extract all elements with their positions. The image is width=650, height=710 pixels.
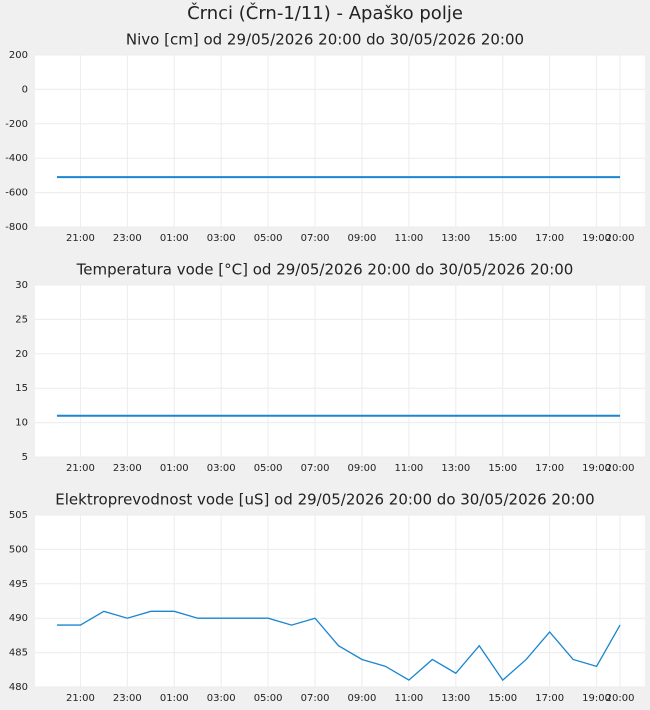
x-tick-label: 11:00: [394, 463, 423, 474]
y-tick-label: 5: [22, 452, 28, 463]
y-tick-label: 480: [9, 682, 28, 693]
x-tick-label: 09:00: [348, 463, 377, 474]
x-tick-label: 15:00: [488, 463, 517, 474]
y-tick-label: 30: [15, 280, 28, 291]
x-tick-label: 05:00: [254, 463, 283, 474]
x-tick-label: 01:00: [160, 233, 189, 244]
y-tick-label: 0: [22, 84, 28, 95]
x-tick-label: 05:00: [254, 693, 283, 704]
x-tick-label: 17:00: [535, 693, 564, 704]
y-tick-label: 485: [9, 648, 28, 659]
page-title: Črnci (Črn-1/11) - Apaško polje: [187, 2, 463, 24]
x-tick-label: 07:00: [301, 463, 330, 474]
y-tick-label: -400: [5, 153, 28, 164]
y-tick-label: 10: [15, 418, 28, 429]
x-tick-label: 17:00: [535, 233, 564, 244]
plot-area: [35, 285, 645, 457]
y-tick-label: 490: [9, 613, 28, 624]
x-tick-label: 03:00: [207, 463, 236, 474]
plot-area: [35, 515, 645, 687]
x-tick-label: 15:00: [488, 693, 517, 704]
y-tick-label: 15: [15, 383, 28, 394]
x-tick-label: 19:00: [582, 693, 611, 704]
x-tick-label: 20:00: [606, 693, 635, 704]
x-tick-label: 05:00: [254, 233, 283, 244]
y-tick-label: -200: [5, 119, 28, 130]
x-tick-label: 09:00: [348, 693, 377, 704]
y-tick-label: -600: [5, 188, 28, 199]
chart-title: Nivo [cm] od 29/05/2026 20:00 do 30/05/2…: [126, 31, 524, 49]
y-tick-label: 500: [9, 544, 28, 555]
x-tick-label: 11:00: [394, 693, 423, 704]
x-tick-label: 19:00: [582, 463, 611, 474]
x-tick-label: 11:00: [394, 233, 423, 244]
x-tick-label: 09:00: [348, 233, 377, 244]
x-tick-label: 13:00: [441, 463, 470, 474]
x-tick-label: 23:00: [113, 693, 142, 704]
chart-title: Elektroprevodnost vode [uS] od 29/05/202…: [55, 491, 594, 509]
x-tick-label: 17:00: [535, 463, 564, 474]
y-tick-label: 505: [9, 510, 28, 521]
x-tick-label: 20:00: [606, 233, 635, 244]
x-tick-label: 19:00: [582, 233, 611, 244]
x-tick-label: 01:00: [160, 463, 189, 474]
x-tick-label: 03:00: [207, 233, 236, 244]
x-tick-label: 01:00: [160, 693, 189, 704]
y-tick-label: 495: [9, 579, 28, 590]
x-tick-label: 15:00: [488, 233, 517, 244]
x-tick-label: 03:00: [207, 693, 236, 704]
y-tick-label: 25: [15, 314, 28, 325]
x-tick-label: 13:00: [441, 233, 470, 244]
x-tick-label: 07:00: [301, 693, 330, 704]
x-tick-label: 23:00: [113, 233, 142, 244]
x-tick-label: 21:00: [66, 233, 95, 244]
y-tick-label: 20: [15, 349, 28, 360]
data-line: [56, 610, 621, 682]
x-tick-label: 21:00: [66, 693, 95, 704]
plot-area: [35, 55, 645, 227]
x-tick-label: 07:00: [301, 233, 330, 244]
x-tick-label: 20:00: [606, 463, 635, 474]
chart-title: Temperatura vode [°C] od 29/05/2026 20:0…: [76, 261, 574, 279]
x-tick-label: 21:00: [66, 463, 95, 474]
y-tick-label: -800: [5, 222, 28, 233]
y-tick-label: 200: [9, 50, 28, 61]
x-tick-label: 13:00: [441, 693, 470, 704]
x-tick-label: 23:00: [113, 463, 142, 474]
